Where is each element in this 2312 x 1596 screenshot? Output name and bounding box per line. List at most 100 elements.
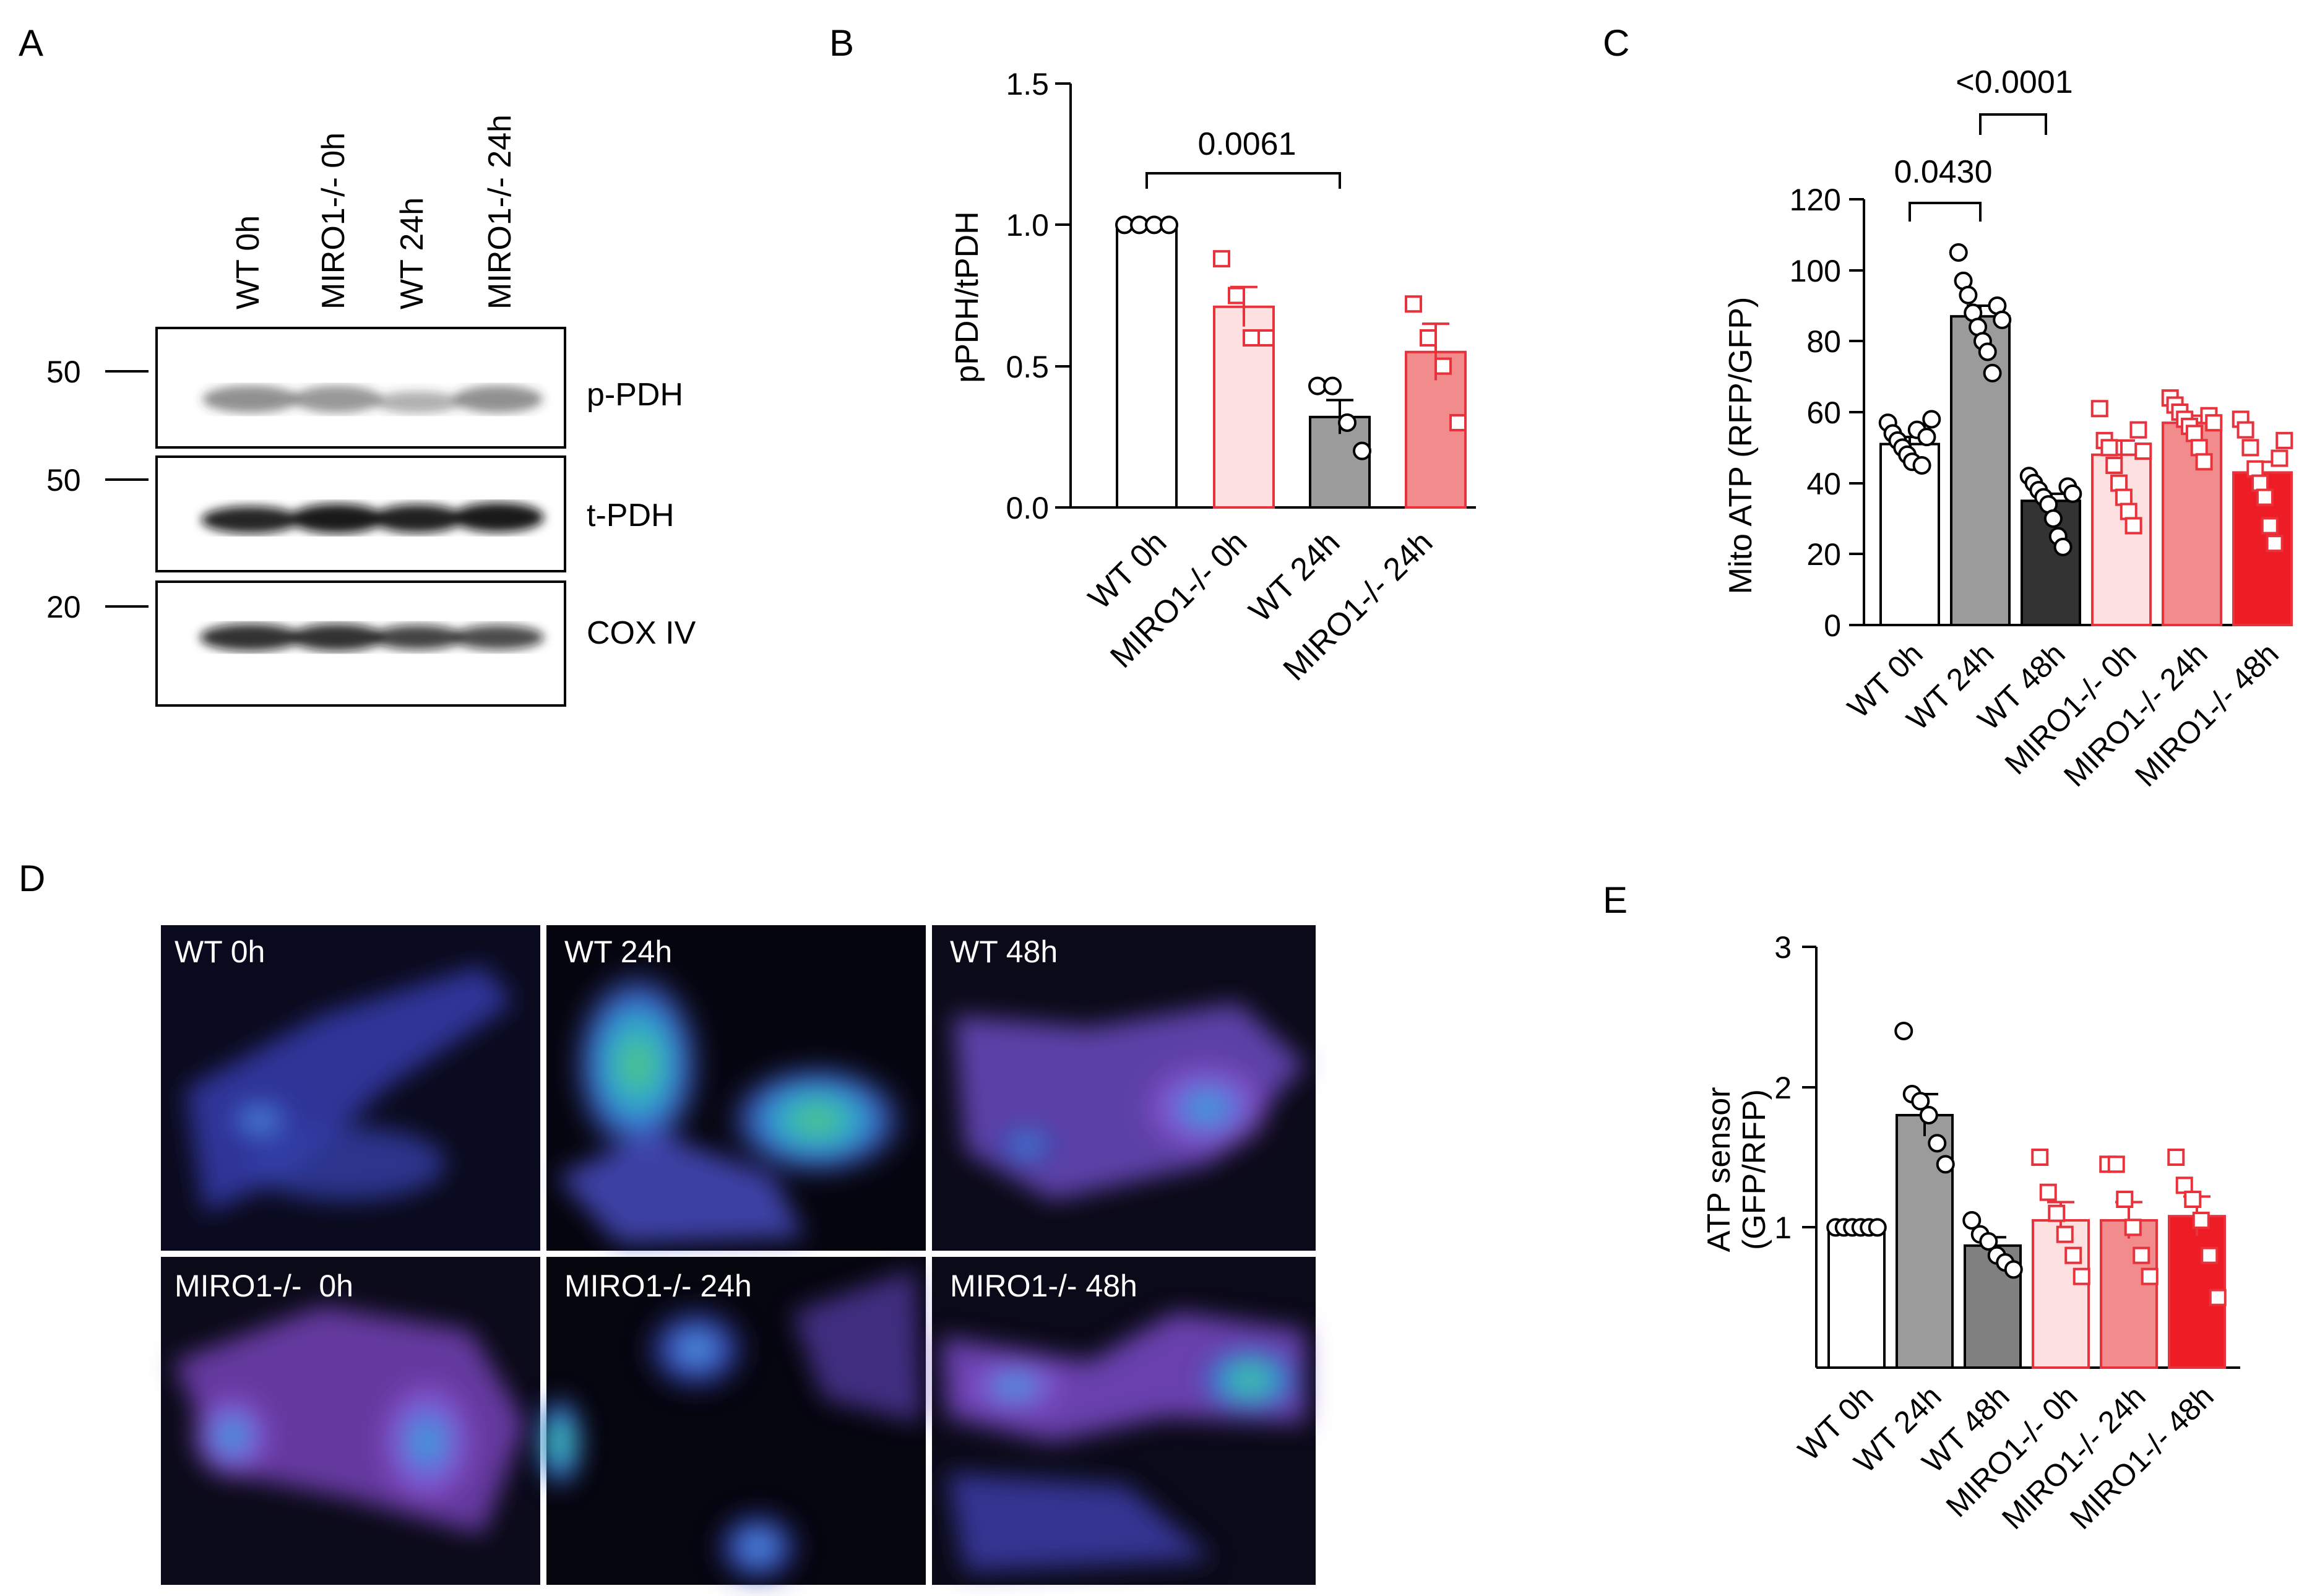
- lane-labels: WT 0h MIRO1-/- 0h WT 24h MIRO1-/- 24h: [230, 114, 518, 309]
- bar: [1309, 415, 1371, 509]
- data-point: [1979, 1232, 1998, 1251]
- y-tick-label: 2: [1774, 1071, 1792, 1105]
- p-value-label: 0.0430: [1894, 154, 1992, 190]
- y-ticks-b: 0.0 0.5 1.0 1.5: [1006, 67, 1071, 525]
- data-point: [1949, 243, 1968, 262]
- data-point: [2271, 449, 2288, 467]
- data-point: [1405, 295, 1422, 313]
- bar: [1950, 315, 2011, 626]
- data-point: [1420, 329, 1437, 347]
- data-point: [2039, 1183, 2057, 1201]
- data-point: [1911, 1092, 1930, 1111]
- data-point: [1993, 310, 2012, 329]
- data-point: [2275, 431, 2293, 449]
- y-axis-label-e-line2: (GFP/RFP): [1736, 1089, 1772, 1250]
- band: [454, 386, 543, 413]
- data-point: [1928, 1134, 1947, 1153]
- panel-a: A WT 0h MIRO1-/- 0h WT 24h MIRO1-/- 24h: [19, 22, 696, 707]
- data-point: [2063, 484, 2082, 503]
- data-point: [2116, 1191, 2134, 1208]
- data-point: [2184, 1191, 2202, 1208]
- cell: [1194, 1343, 1306, 1417]
- data-point: [2043, 509, 2063, 528]
- y-tick-label: 40: [1806, 467, 1841, 501]
- panel-letter-b: B: [829, 22, 854, 64]
- data-point: [1228, 287, 1245, 304]
- data-point: [2073, 1267, 2090, 1285]
- data-point: [1434, 357, 1452, 375]
- data-point: [1917, 428, 1936, 447]
- data-point: [1243, 329, 1260, 347]
- panel-c: C Mito ATP (RFP/GFP) 0 20 40 60 80 100 1…: [1603, 22, 2293, 793]
- data-point: [1338, 413, 1357, 432]
- micrograph-miro1-0h: MIRO1-/- 0h: [161, 1257, 540, 1585]
- cell: [569, 965, 705, 1163]
- y-tick-label: 0.0: [1006, 491, 1049, 525]
- panel-e: E ATP sensor (GFP/RFP) 1 2 3 WT 0h WT 24…: [1603, 879, 2240, 1536]
- bars-e: [1826, 1022, 2227, 1370]
- lane-label-3: WT 24h: [394, 197, 430, 309]
- data-point: [2031, 1149, 2049, 1166]
- data-point: [2205, 414, 2223, 432]
- data-point: [1353, 441, 1371, 460]
- data-point: [2129, 421, 2147, 439]
- data-point: [2246, 460, 2264, 478]
- y-axis-label-c: Mito ATP (RFP/GFP): [1723, 297, 1759, 595]
- panel-letter-a: A: [19, 22, 43, 64]
- y-tick-label: 100: [1790, 254, 1841, 288]
- bands-ppdh: [202, 386, 543, 413]
- y-tick-label: 120: [1790, 183, 1841, 217]
- bars-c: [1878, 243, 2293, 627]
- panel-letter-d: D: [19, 858, 45, 899]
- micrograph-label: MIRO1-/- 0h: [175, 1269, 353, 1303]
- data-point: [2190, 439, 2208, 457]
- data-point: [2209, 1288, 2227, 1306]
- y-tick-label: 20: [1806, 537, 1841, 572]
- data-point: [2141, 1267, 2159, 1285]
- marker-label-ppdh: 50: [46, 355, 81, 389]
- protein-label-ppdh: p-PDH: [587, 377, 683, 413]
- bracket: [1909, 202, 1982, 222]
- cell: [641, 1303, 752, 1395]
- band: [452, 625, 544, 650]
- micrograph-wt-24h: WT 24h: [546, 925, 926, 1251]
- cell: [1139, 1058, 1275, 1157]
- data-point: [2124, 1219, 2142, 1236]
- data-point: [2134, 442, 2152, 460]
- comparison-b: 0.0061: [1145, 126, 1341, 189]
- bracket: [1145, 172, 1341, 189]
- data-point: [2090, 400, 2108, 418]
- data-point: [1959, 285, 1978, 304]
- bracket: [1979, 113, 2047, 135]
- p-value-label: <0.0001: [1956, 64, 2073, 100]
- data-point: [1936, 1155, 1955, 1174]
- y-axis-label-b: pPDH/tPDH: [949, 211, 985, 382]
- y-tick-label: 0.5: [1006, 350, 1049, 384]
- lane-label-1: WT 0h: [230, 215, 266, 309]
- bar: [1879, 442, 1940, 626]
- data-point: [1894, 1022, 1913, 1040]
- data-point: [2105, 457, 2123, 474]
- data-point: [2167, 1149, 2185, 1166]
- cell: [374, 1374, 480, 1510]
- bands-cox: [200, 624, 544, 651]
- micrograph-wt-0h: WT 0h: [161, 925, 540, 1251]
- bars-b: [1115, 215, 1467, 509]
- bar: [1896, 1114, 1954, 1369]
- data-point: [2251, 474, 2269, 492]
- p-value-label: 0.0061: [1197, 126, 1296, 162]
- data-point: [1160, 215, 1178, 235]
- data-point: [2124, 517, 2142, 535]
- protein-label-cox: COX IV: [587, 615, 696, 651]
- data-point: [2064, 1246, 2082, 1264]
- band: [374, 391, 461, 413]
- cell: [712, 1507, 804, 1587]
- panel-b: B pPDH/tPDH 0.0 0.5 1.0 1.5 0.0061 WT 0h…: [829, 22, 1476, 688]
- data-point: [2004, 1260, 2023, 1279]
- y-tick-label: 60: [1806, 395, 1841, 430]
- x-labels-c: WT 0h WT 24h WT 48h MIRO1-/- 0h MIRO1-/-…: [1841, 636, 2285, 793]
- data-point: [2115, 488, 2133, 506]
- data-point: [2201, 1246, 2219, 1264]
- data-point: [1449, 414, 1467, 431]
